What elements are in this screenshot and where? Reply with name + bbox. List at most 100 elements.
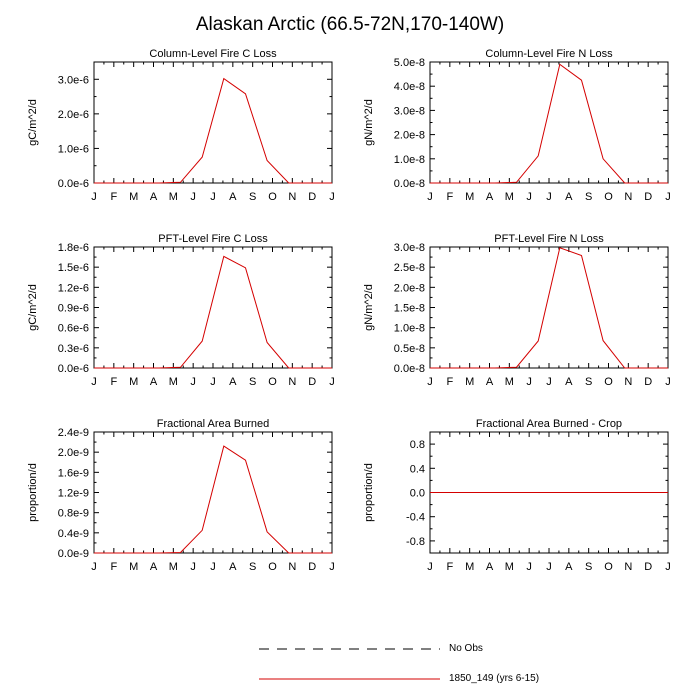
y-tick-label: 0.0e-8 [394,363,425,375]
x-tick-label: S [585,191,592,203]
panel-title: Column-Level Fire N Loss [485,48,613,60]
page-title: Alaskan Arctic (66.5-72N,170-140W) [195,14,505,35]
y-axis-label: proportion/d [27,463,39,522]
x-tick-label: F [110,191,117,203]
x-tick-label: M [465,191,474,203]
y-axis-label: gC/m^2/d [27,284,39,331]
x-tick-label: J [210,376,216,388]
y-tick-label: 0.8 [410,439,425,451]
x-tick-label: A [150,561,158,573]
x-tick-label: F [110,376,117,388]
x-tick-label: N [624,561,632,573]
y-tick-label: 0.4 [410,463,425,475]
x-tick-label: J [210,191,216,203]
y-tick-label: 0.0 [410,488,425,500]
y-tick-label: 0.0e-9 [58,548,89,560]
y-tick-label: 0.0e-8 [394,178,425,190]
x-tick-label: A [486,376,494,388]
x-tick-label: O [604,191,613,203]
y-tick-label: -0.8 [406,536,425,548]
panel-6: Fractional Area Burned - Crop proportion/… [363,418,671,573]
x-tick-label: S [249,376,256,388]
x-tick-label: M [505,561,514,573]
x-tick-label: J [190,376,196,388]
y-tick-label: 2.4e-9 [58,427,89,439]
x-tick-label: N [288,561,296,573]
x-tick-label: A [229,561,237,573]
y-tick-label: 1.2e-9 [58,488,89,500]
x-tick-label: M [505,376,514,388]
x-tick-label: M [169,376,178,388]
series-line [430,247,668,369]
series-line [94,255,332,369]
y-tick-label: 1.0e-8 [394,323,425,335]
x-tick-label: A [565,561,573,573]
y-tick-label: 1.6e-9 [58,467,89,479]
x-tick-label: M [465,561,474,573]
y-tick-label: 2.0e-8 [394,282,425,294]
y-tick-label: 1.0e-8 [394,154,425,166]
y-tick-label: 2.0e-8 [394,130,425,142]
x-tick-label: A [229,191,237,203]
y-tick-label: 4.0e-8 [394,81,425,93]
y-tick-label: 3.0e-8 [394,105,425,117]
x-tick-label: M [129,376,138,388]
x-tick-label: O [268,561,277,573]
x-tick-label: M [129,191,138,203]
x-tick-label: J [665,191,671,203]
x-tick-label: J [91,561,97,573]
x-tick-label: F [446,561,453,573]
y-axis-label: gC/m^2/d [27,99,39,146]
x-tick-label: A [486,561,494,573]
y-tick-label: 0.3e-6 [58,343,89,355]
x-tick-label: J [427,376,433,388]
x-tick-label: M [129,561,138,573]
x-tick-label: J [526,561,532,573]
series-line [94,445,332,554]
x-tick-label: S [249,561,256,573]
panel-title: PFT-Level Fire C Loss [158,233,268,245]
y-tick-label: 0.9e-6 [58,303,89,315]
x-tick-label: A [150,376,158,388]
y-tick-label: 0.0e-6 [58,178,89,190]
x-tick-label: S [585,561,592,573]
x-tick-label: J [526,191,532,203]
x-tick-label: J [665,376,671,388]
x-tick-label: J [546,376,552,388]
x-tick-label: A [565,376,573,388]
y-tick-label: 1.5e-6 [58,262,89,274]
y-tick-label: 3.0e-8 [394,242,425,254]
x-tick-label: J [546,561,552,573]
y-tick-label: 2.0e-6 [58,109,89,121]
x-tick-label: O [604,561,613,573]
x-tick-label: F [110,561,117,573]
x-tick-label: D [308,376,316,388]
y-tick-label: 3.0e-6 [58,74,89,86]
x-tick-label: M [505,191,514,203]
y-tick-label: 1.0e-6 [58,143,89,155]
x-tick-label: D [644,561,652,573]
x-tick-label: O [268,376,277,388]
x-tick-label: A [486,191,494,203]
x-tick-label: D [308,561,316,573]
x-tick-label: J [190,191,196,203]
x-tick-label: J [427,561,433,573]
x-tick-label: S [585,376,592,388]
y-tick-label: 1.5e-8 [394,303,425,315]
x-tick-label: J [546,191,552,203]
y-tick-label: 1.2e-6 [58,282,89,294]
x-tick-label: N [624,376,632,388]
x-tick-label: J [190,561,196,573]
y-tick-label: 0.5e-8 [394,343,425,355]
legend-model-label: 1850_149 (yrs 6-15) [449,673,540,684]
x-tick-label: J [329,376,335,388]
x-tick-label: N [624,191,632,203]
y-tick-label: -0.4 [406,512,425,524]
series-line [430,63,668,184]
legend-no-obs-label: No Obs [449,643,483,654]
panel-title: Column-Level Fire C Loss [149,48,277,60]
